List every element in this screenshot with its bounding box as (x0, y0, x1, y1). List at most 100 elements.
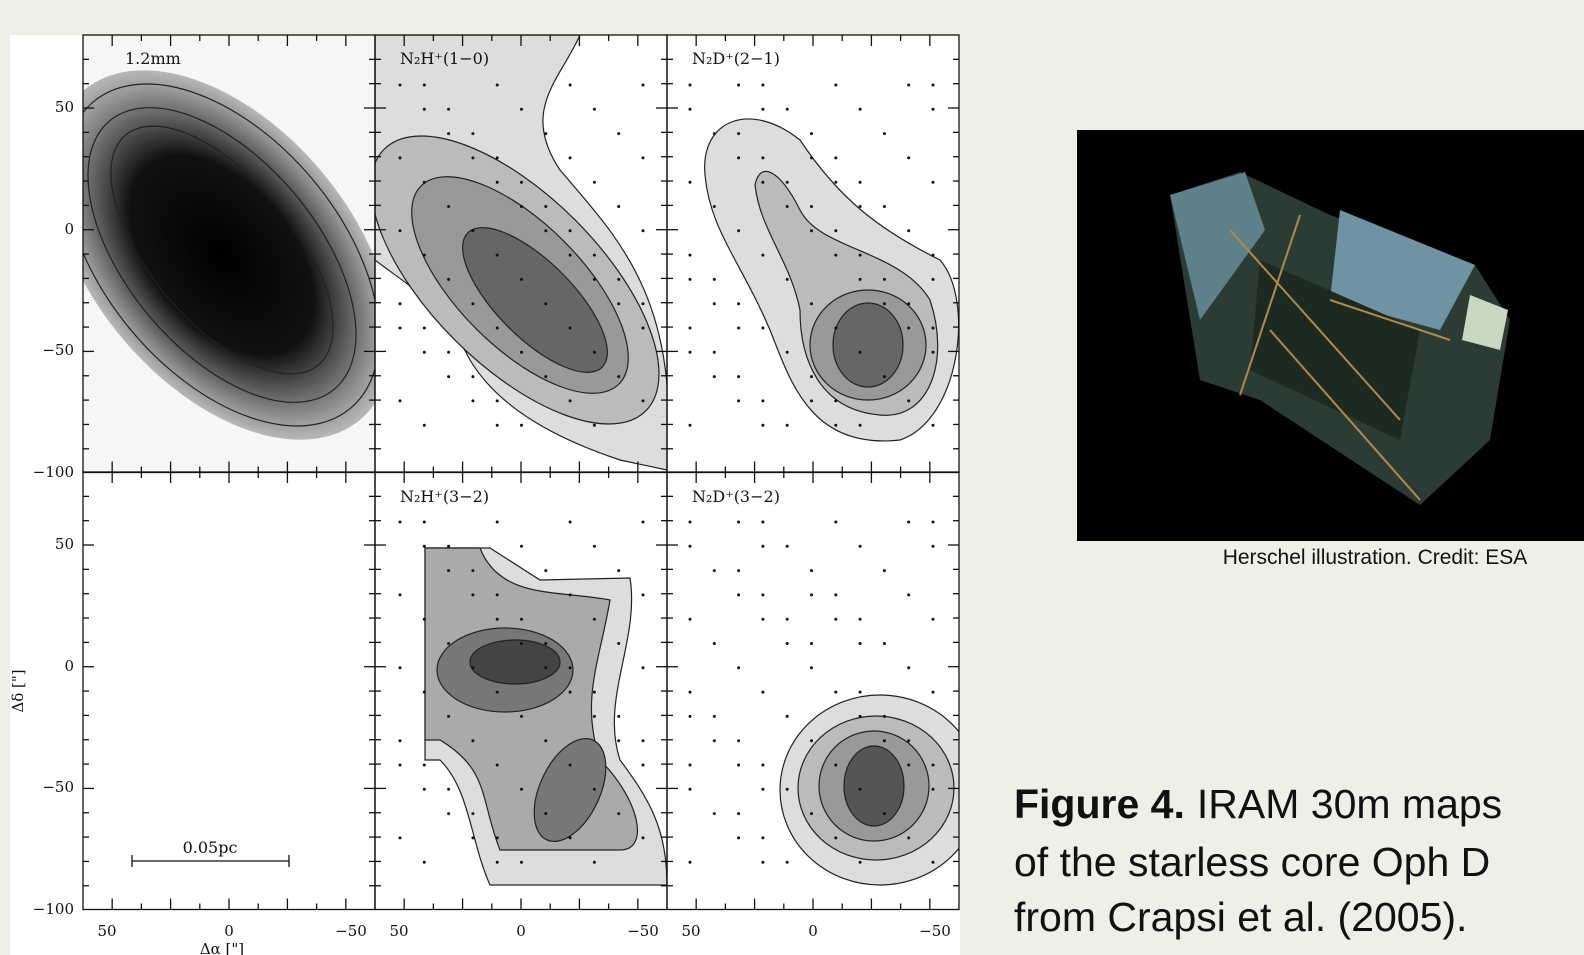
dot (569, 764, 572, 767)
dot (471, 836, 474, 839)
dot (761, 156, 764, 159)
dot (689, 278, 692, 281)
dot (859, 351, 862, 354)
dot (737, 836, 740, 839)
dot (713, 302, 716, 305)
dot (593, 861, 596, 864)
dot (447, 715, 450, 718)
dot (544, 739, 547, 742)
dot (569, 254, 572, 257)
dot (399, 229, 402, 232)
dot (471, 666, 474, 669)
image-caption: Herschel illustration. Credit: ESA (1223, 546, 1528, 569)
dot (544, 302, 547, 305)
dot (883, 642, 886, 645)
dot (932, 254, 935, 257)
dot (689, 108, 692, 111)
dot (834, 156, 837, 159)
dot (883, 812, 886, 815)
dot (593, 545, 596, 548)
dot (737, 666, 740, 669)
dot (496, 254, 499, 257)
dot (593, 424, 596, 427)
x-tick-label: −50 (335, 922, 367, 940)
dot (569, 229, 572, 232)
dot (520, 715, 523, 718)
dot (737, 739, 740, 742)
dot (423, 545, 426, 548)
dot (593, 181, 596, 184)
dot (761, 254, 764, 257)
dot (883, 132, 886, 135)
dot (617, 132, 620, 135)
dot (399, 521, 402, 524)
dot (932, 424, 935, 427)
dot (761, 424, 764, 427)
dot (713, 642, 716, 645)
dot (907, 666, 910, 669)
dot (737, 327, 740, 330)
dot (737, 156, 740, 159)
dot (423, 181, 426, 184)
dot (834, 836, 837, 839)
dot (810, 642, 813, 645)
dot (423, 764, 426, 767)
x-tick-label: −50 (919, 922, 951, 940)
dot (907, 764, 910, 767)
dot (713, 205, 716, 208)
dot (569, 399, 572, 402)
dot (447, 205, 450, 208)
dot (496, 618, 499, 621)
dot (786, 278, 789, 281)
dot (713, 739, 716, 742)
y-tick-label: 50 (55, 98, 74, 116)
dot (593, 788, 596, 791)
dot (593, 618, 596, 621)
dot (810, 593, 813, 596)
dot (423, 521, 426, 524)
dot (423, 788, 426, 791)
dot (786, 205, 789, 208)
dot (399, 836, 402, 839)
dot (713, 351, 716, 354)
dot (737, 593, 740, 596)
dot (447, 642, 450, 645)
dot (932, 84, 935, 87)
dot (761, 399, 764, 402)
dot (761, 618, 764, 621)
dot (569, 156, 572, 159)
dot (907, 593, 910, 596)
dot (447, 545, 450, 548)
dot (569, 84, 572, 87)
dot (907, 521, 910, 524)
dot (932, 618, 935, 621)
dot (786, 351, 789, 354)
dot (786, 545, 789, 548)
dot (786, 861, 789, 864)
dot (471, 229, 474, 232)
dot (496, 764, 499, 767)
dot (399, 593, 402, 596)
dot (447, 351, 450, 354)
dot (907, 229, 910, 232)
dot (932, 108, 935, 111)
dot (471, 375, 474, 378)
caption-line: IRAM 30m maps (1197, 781, 1502, 827)
dot (761, 181, 764, 184)
dot (471, 569, 474, 572)
dot (932, 351, 935, 354)
dot (399, 156, 402, 159)
dot (932, 545, 935, 548)
dot (593, 715, 596, 718)
dot (761, 593, 764, 596)
dot (399, 666, 402, 669)
dot (883, 205, 886, 208)
panel-label: 1.2mm (125, 49, 181, 68)
dot (496, 691, 499, 694)
dot (399, 327, 402, 330)
dot (471, 593, 474, 596)
dot (399, 764, 402, 767)
dot (883, 715, 886, 718)
dot (932, 764, 935, 767)
dot (520, 181, 523, 184)
